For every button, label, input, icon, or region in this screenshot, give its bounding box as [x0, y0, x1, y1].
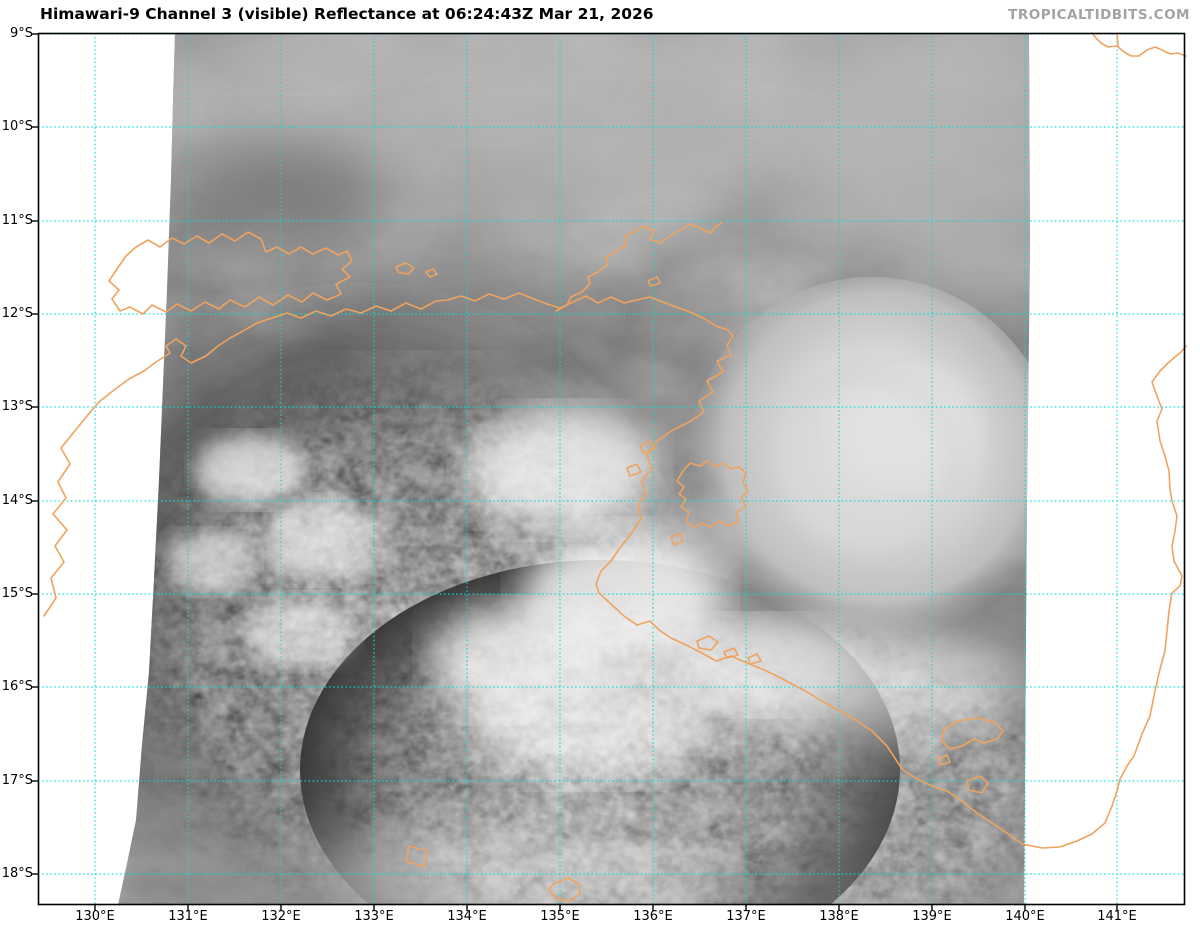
lon-tick-label: 137°E — [726, 909, 766, 924]
satellite-swath — [118, 33, 1030, 905]
lat-tick-label: 17°S — [1, 773, 33, 788]
coastline-wessel-islands — [555, 221, 723, 312]
coastline-tiwi-islands — [108, 231, 353, 315]
coastline-pellew-islands — [696, 635, 719, 651]
coastline-australia-mainland — [43, 292, 1187, 849]
lon-tick-label: 130°E — [75, 909, 115, 924]
coastline-new-guinea — [1091, 32, 1187, 57]
coastline-wellesley-islands — [941, 717, 1004, 750]
lat-tick-label: 16°S — [1, 679, 33, 694]
lon-tick-label: 138°E — [819, 909, 859, 924]
plot-border — [37, 32, 1186, 906]
coastline-overlay — [43, 32, 1187, 902]
lat-tick-label: 15°S — [1, 586, 33, 601]
lat-tick-label: 14°S — [1, 493, 33, 508]
site-watermark: TROPICALTIDBITS.COM — [1008, 7, 1190, 23]
lon-tick-label: 141°E — [1097, 909, 1137, 924]
lake-outline-2 — [548, 877, 581, 902]
lat-tick-label: 11°S — [1, 213, 33, 228]
lon-tick-label: 133°E — [354, 909, 394, 924]
lon-tick-label: 140°E — [1005, 909, 1045, 924]
axis-ticks — [32, 33, 1118, 911]
coastline-groote-eylandt — [676, 460, 749, 529]
lat-tick-label: 13°S — [1, 399, 33, 414]
lon-tick-label: 135°E — [540, 909, 580, 924]
lon-tick-label: 132°E — [261, 909, 301, 924]
lon-tick-label: 139°E — [912, 909, 952, 924]
lon-tick-label: 131°E — [168, 909, 208, 924]
grid-lines — [38, 33, 1185, 905]
page-title: Himawari-9 Channel 3 (visible) Reflectan… — [40, 5, 654, 23]
lat-tick-label: 18°S — [1, 866, 33, 881]
lat-tick-label: 12°S — [1, 306, 33, 321]
lat-tick-label: 10°S — [1, 119, 33, 134]
lake-outline — [405, 845, 429, 868]
lon-tick-label: 136°E — [633, 909, 673, 924]
lon-tick-label: 134°E — [447, 909, 487, 924]
lat-tick-label: 9°S — [9, 26, 33, 41]
